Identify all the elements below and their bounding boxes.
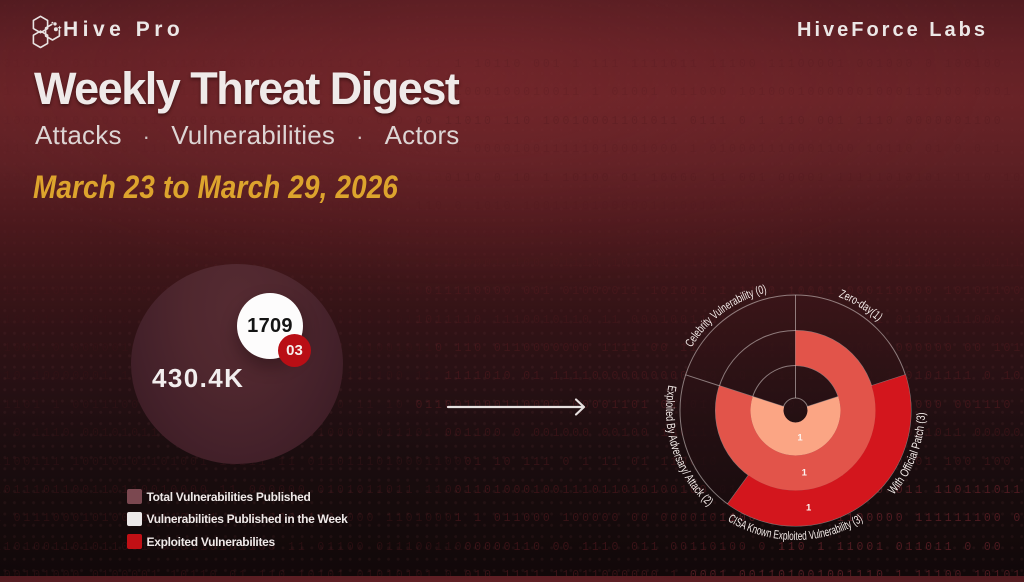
svg-text:1: 1: [797, 433, 803, 444]
svg-text:1: 1: [806, 503, 812, 514]
svg-text:1: 1: [802, 468, 808, 479]
